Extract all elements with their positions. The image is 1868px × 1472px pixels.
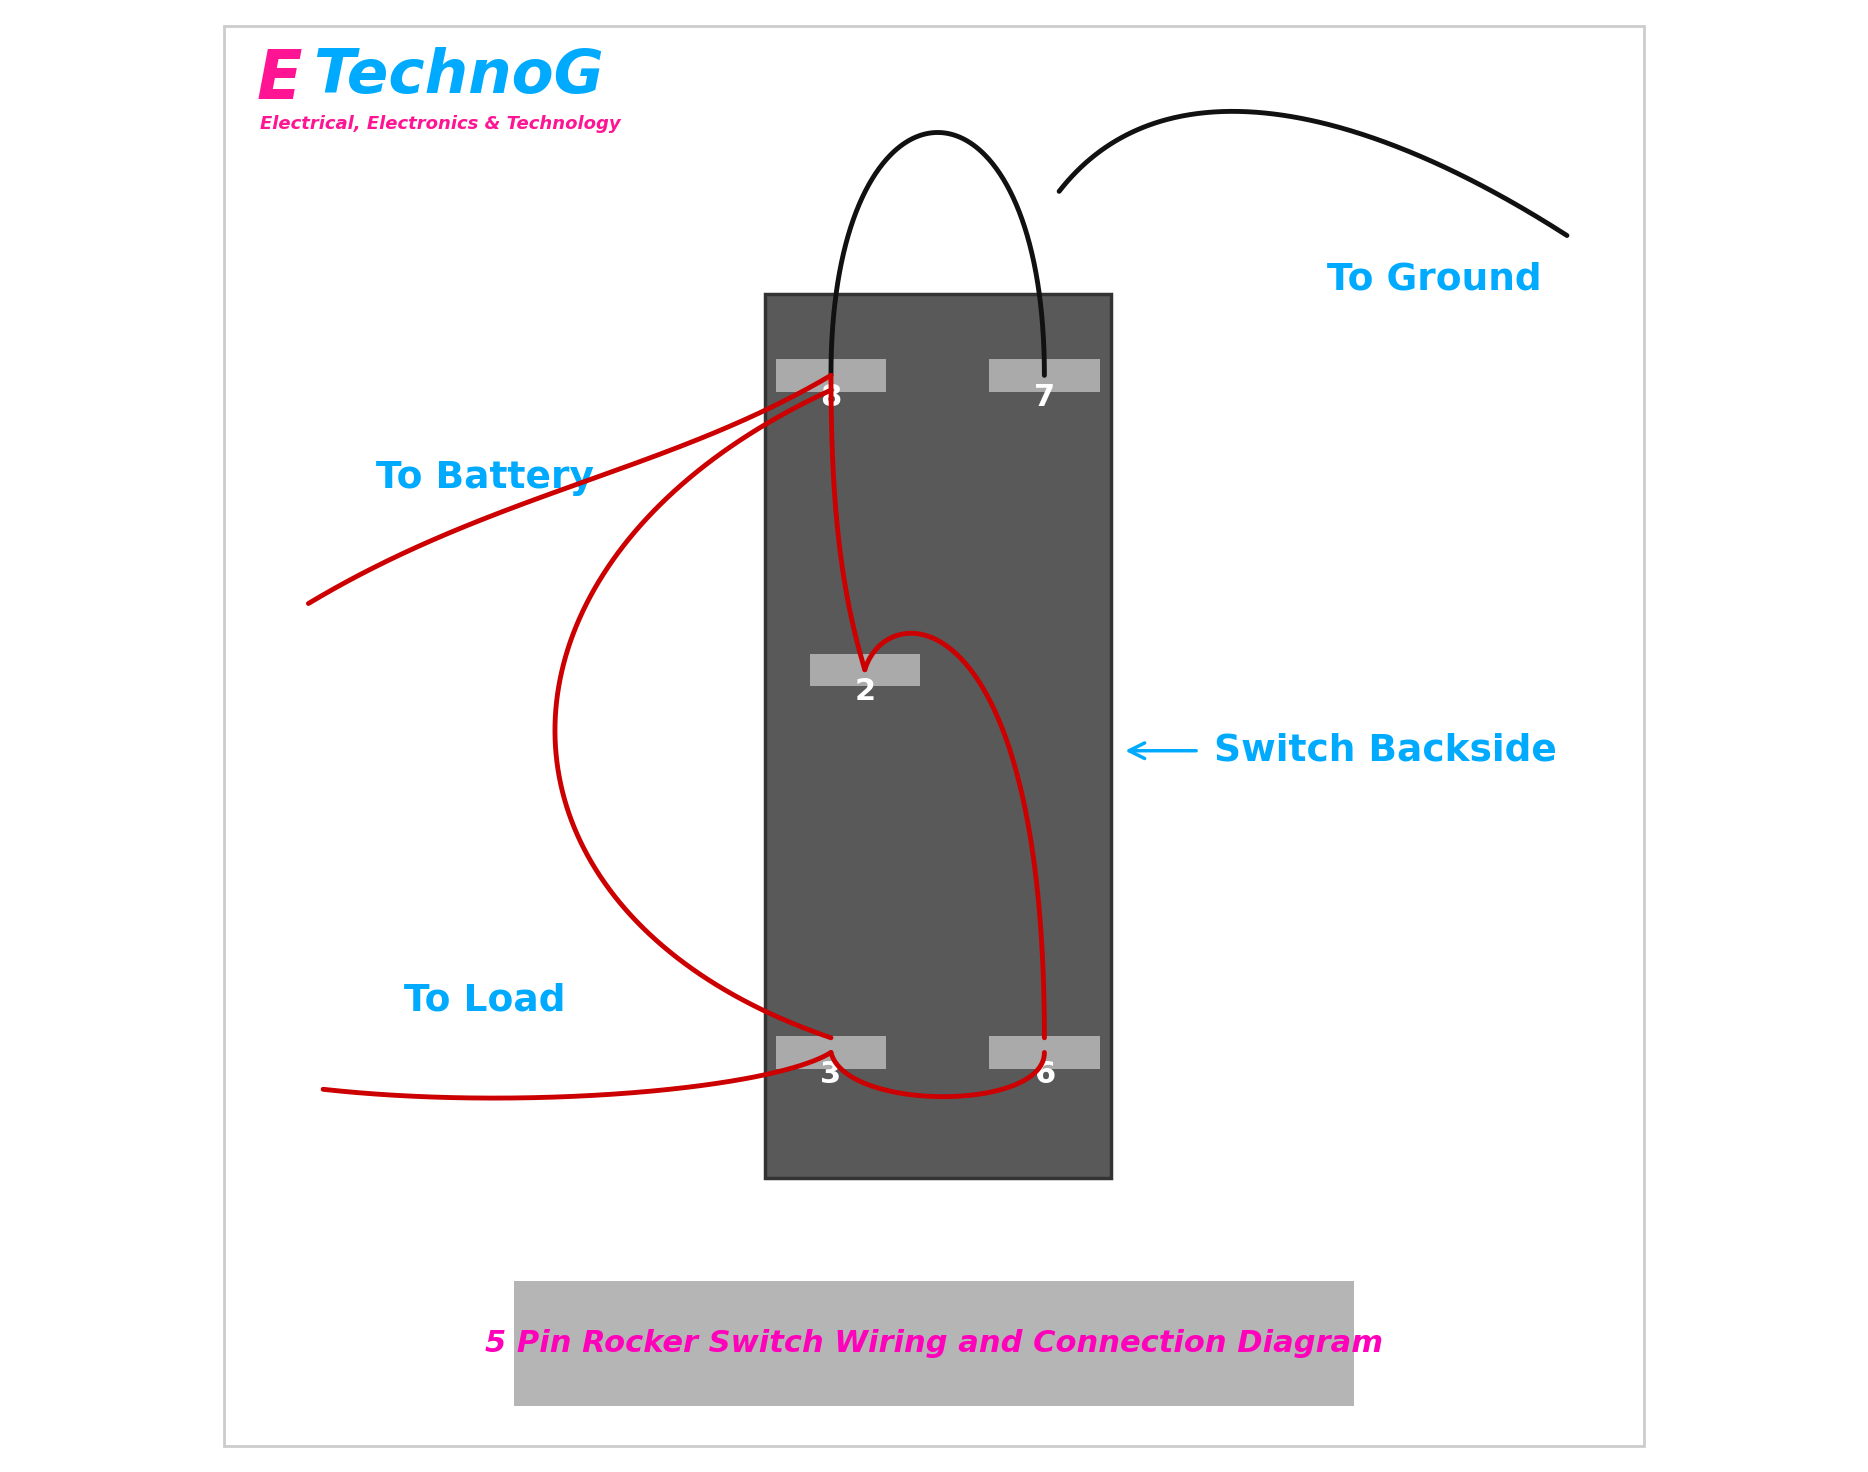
Bar: [990, 359, 1100, 392]
Text: Switch Backside: Switch Backside: [1214, 733, 1556, 768]
Text: 5 Pin Rocker Switch Wiring and Connection Diagram: 5 Pin Rocker Switch Wiring and Connectio…: [486, 1329, 1382, 1357]
Text: 3: 3: [820, 1060, 841, 1089]
Bar: [809, 654, 921, 686]
Bar: [990, 1036, 1100, 1069]
Text: 8: 8: [820, 383, 842, 412]
Text: 7: 7: [1033, 383, 1055, 412]
Text: 2: 2: [854, 677, 876, 707]
Bar: [764, 294, 1111, 1178]
Text: To Load: To Load: [403, 983, 566, 1019]
Text: 6: 6: [1033, 1060, 1055, 1089]
Text: E: E: [258, 47, 303, 113]
Bar: [775, 359, 885, 392]
Text: TechnoG: TechnoG: [312, 47, 603, 106]
Bar: [514, 1281, 1354, 1406]
Bar: [775, 1036, 885, 1069]
Text: To Battery: To Battery: [375, 461, 594, 496]
Text: Electrical, Electronics & Technology: Electrical, Electronics & Technology: [260, 115, 620, 132]
Text: To Ground: To Ground: [1326, 262, 1541, 297]
FancyBboxPatch shape: [224, 26, 1644, 1446]
